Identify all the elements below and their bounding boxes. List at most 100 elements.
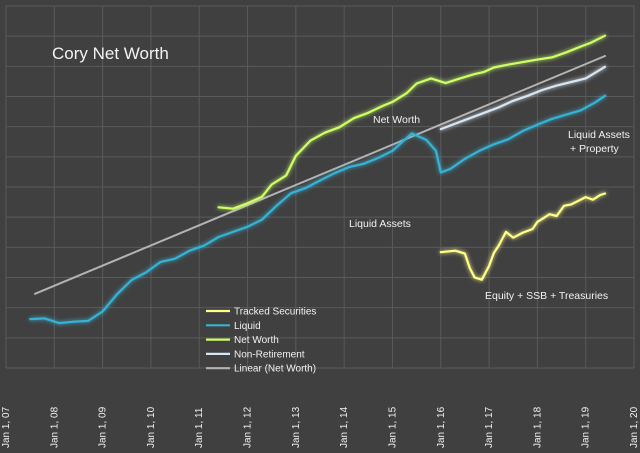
data-point: [232, 231, 234, 233]
data-point: [493, 66, 495, 69]
series-group: [29, 34, 607, 325]
data-point: [353, 117, 355, 120]
data-point: [270, 183, 273, 186]
chart-title: Cory Net Worth: [52, 44, 169, 63]
data-point: [261, 218, 263, 221]
x-tick-label: Jan 1, 09: [98, 406, 109, 448]
data-point: [464, 252, 466, 255]
data-point: [488, 265, 490, 267]
data-point: [468, 117, 471, 120]
data-point: [577, 199, 580, 202]
data-point: [551, 118, 553, 120]
data-point: [406, 92, 408, 94]
x-tick-label: Jan 1, 18: [532, 406, 543, 448]
x-tick-label: Jan 1, 16: [436, 406, 447, 448]
data-point: [382, 105, 384, 107]
data-point: [522, 61, 524, 63]
data-point: [604, 34, 606, 37]
legend-item: Net Worth: [206, 335, 279, 346]
data-point: [522, 231, 524, 234]
x-axis-ticks: Jan 1, 07 Jan 1, 08 Jan 1, 09 Jan 1, 10 Jan …: [1, 406, 640, 448]
data-point: [478, 150, 481, 152]
legend-label: Net Worth: [234, 335, 279, 346]
data-point: [391, 150, 394, 152]
data-point: [464, 157, 466, 160]
data-point: [232, 207, 234, 210]
data-point: [512, 236, 515, 239]
data-point: [145, 271, 147, 274]
data-point: [493, 143, 495, 146]
data-point: [430, 77, 432, 80]
series-non-retirement: [439, 65, 607, 131]
data-point: [599, 194, 601, 196]
data-point: [592, 198, 594, 201]
data-point: [536, 220, 539, 223]
legend-label: Liquid: [234, 321, 261, 332]
data-point: [594, 71, 597, 74]
data-point: [555, 84, 558, 87]
grid: [5, 5, 635, 369]
data-point: [333, 172, 336, 175]
data-point: [87, 320, 89, 322]
x-tick-label: Jan 1, 12: [243, 406, 254, 448]
data-point: [449, 168, 452, 170]
data-point: [580, 109, 582, 112]
data-point: [275, 205, 278, 207]
annotation-equity-ssb-treasuries: Equity + SSB + Treasuries: [485, 290, 608, 302]
annotation-liquid-assets: Liquid Assets: [349, 218, 411, 230]
data-point: [309, 139, 312, 142]
data-point: [362, 163, 365, 165]
x-tick-label: Jan 1, 20: [629, 406, 640, 448]
data-point: [604, 55, 606, 57]
data-point: [439, 251, 442, 253]
data-point: [473, 73, 476, 75]
data-point: [497, 244, 500, 247]
x-tick-label: Jan 1, 07: [1, 406, 12, 448]
data-point: [435, 150, 437, 152]
legend-item: Linear (Net Worth): [206, 364, 316, 375]
data-point: [580, 45, 582, 48]
legend: Tracked Securities Liquid Net Worth Non-Ret…: [206, 307, 316, 375]
data-point: [604, 94, 606, 97]
data-point: [217, 206, 220, 209]
data-point: [338, 126, 341, 129]
data-point: [541, 218, 544, 220]
data-point: [324, 131, 326, 134]
x-tick-label: Jan 1, 14: [339, 406, 350, 448]
data-point: [188, 249, 191, 252]
data-point: [401, 141, 403, 143]
legend-label: Non-Retirement: [234, 349, 305, 360]
legend-item: Liquid: [206, 321, 261, 332]
data-point: [319, 179, 321, 182]
data-point: [101, 310, 104, 313]
data-point: [130, 279, 133, 281]
data-point: [505, 231, 507, 233]
data-point: [439, 128, 442, 130]
data-point: [159, 261, 162, 263]
series-liquid: [29, 94, 607, 325]
data-point: [507, 63, 510, 66]
data-point: [563, 205, 565, 207]
data-point: [348, 166, 350, 168]
data-point: [203, 244, 205, 247]
x-tick-label: Jan 1, 19: [581, 406, 592, 448]
data-point: [377, 157, 379, 159]
data-point: [507, 138, 510, 141]
data-point: [536, 58, 539, 61]
data-point: [34, 292, 36, 295]
legend-item: Tracked Securities: [206, 307, 316, 318]
data-point: [481, 278, 483, 281]
data-point: [584, 77, 587, 80]
legend-item: Non-Retirement: [206, 349, 305, 360]
data-point: [483, 71, 486, 73]
data-point: [493, 252, 495, 254]
annotation-liquid-assets-property: Liquid Assets + Property: [568, 129, 633, 155]
data-point: [468, 267, 471, 269]
data-point: [58, 322, 60, 324]
data-point: [594, 101, 597, 104]
data-point: [570, 203, 572, 206]
data-point: [483, 111, 486, 114]
data-point: [246, 202, 249, 205]
series-line: [34, 55, 606, 295]
